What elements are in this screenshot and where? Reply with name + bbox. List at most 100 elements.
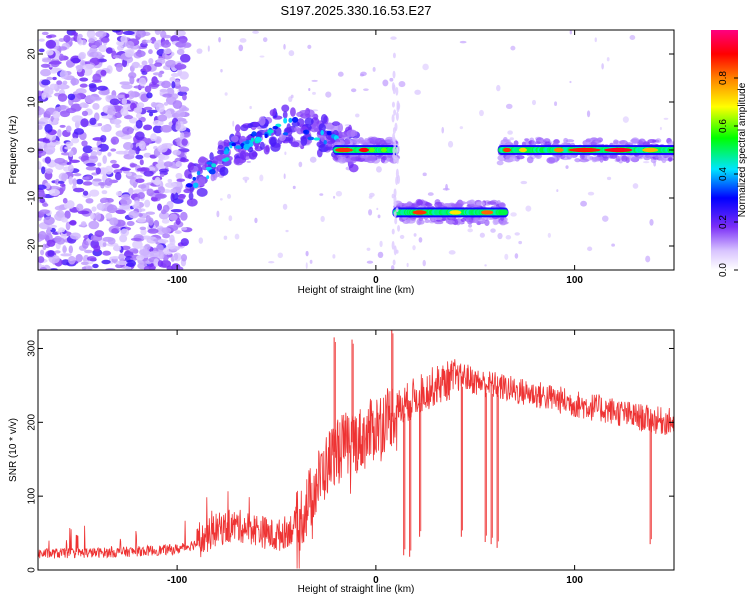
heatmap-cell	[484, 219, 490, 226]
heatmap-cell	[175, 121, 181, 130]
heatmap-cell	[391, 228, 395, 235]
heatmap-cell	[79, 102, 88, 108]
heatmap-cell	[622, 116, 629, 123]
heatmap-cell	[393, 211, 397, 218]
heatmap-cell	[97, 162, 102, 167]
y-tick-label: 0	[27, 147, 38, 153]
heatmap-cell	[163, 161, 173, 168]
heatmap-cell	[223, 235, 228, 240]
heatmap-cell	[141, 60, 148, 66]
colorbar-tick-label: 0.2	[718, 215, 729, 229]
heatmap-cell	[311, 79, 318, 82]
heatmap-cell	[125, 250, 131, 254]
heatmap-cell	[569, 30, 572, 35]
heatmap-cell	[143, 265, 152, 270]
heatmap-cell	[121, 83, 133, 90]
heatmap-cell	[42, 203, 49, 207]
heatmap-cell	[161, 218, 170, 224]
heatmap-cell	[284, 151, 287, 156]
heatmap-cell	[44, 123, 53, 133]
heatmap-cell	[232, 120, 235, 127]
heatmap-cell	[392, 146, 396, 155]
heatmap-cell	[391, 114, 395, 123]
heatmap-cell	[169, 234, 175, 243]
heatmap-cell	[198, 176, 206, 187]
heatmap-cell	[351, 88, 357, 93]
heatmap-cell	[174, 30, 186, 37]
heatmap-cell	[453, 203, 463, 208]
heatmap-cell	[282, 111, 288, 119]
heatmap-cell	[90, 45, 98, 49]
heatmap-cell	[158, 73, 163, 78]
y-tick-label: -10	[27, 190, 38, 205]
heatmap-cell	[606, 176, 612, 181]
heatmap-cell	[580, 200, 587, 207]
heatmap-cell	[39, 267, 47, 270]
snr-frame	[37, 329, 675, 571]
heatmap-cell	[157, 203, 163, 211]
heatmap-cell	[389, 77, 394, 82]
heatmap-cell	[116, 45, 124, 51]
heatmap-cell	[394, 217, 398, 225]
heatmap-cell	[176, 178, 186, 182]
colorbar-tick-label: 0.0	[718, 263, 729, 277]
heatmap-cell	[96, 85, 108, 91]
heatmap-cell	[95, 167, 101, 175]
y-tick-label: 10	[27, 96, 38, 108]
heatmap-cell	[209, 152, 214, 161]
heatmap-cell	[459, 126, 464, 130]
heatmap-cell	[514, 253, 519, 259]
heatmap-cell	[39, 209, 51, 215]
heatmap-cell	[61, 173, 67, 182]
heatmap-cell	[128, 149, 136, 157]
heatmap-cell	[360, 71, 367, 76]
heatmap-cell	[119, 234, 128, 243]
heatmap-cell	[182, 42, 192, 48]
heatmap-cell	[68, 150, 74, 157]
heatmap-cell	[138, 140, 146, 150]
heatmap-cell	[176, 137, 181, 147]
heatmap-cell	[242, 176, 250, 181]
heatmap-cell	[283, 117, 288, 124]
heatmap-cell	[406, 218, 416, 224]
heatmap-cell	[100, 134, 107, 143]
heatmap-cell	[45, 39, 57, 49]
heatmap-cell	[154, 79, 159, 84]
heatmap-cell	[647, 138, 657, 144]
heatmap-cell	[126, 220, 135, 226]
heatmap-cell	[110, 255, 120, 260]
heatmap-cell	[125, 41, 135, 49]
heatmap-cell	[167, 142, 172, 151]
heatmap-cell	[138, 208, 146, 212]
heatmap-cell	[107, 107, 116, 116]
heatmap-cell	[84, 249, 93, 254]
heatmap-cell	[46, 239, 56, 247]
heatmap-cell	[669, 154, 674, 159]
heatmap-cell	[124, 93, 130, 99]
heatmap-cell	[137, 192, 146, 199]
heatmap-cell	[180, 227, 188, 231]
heatmap-cell	[109, 98, 121, 106]
heatmap-cell	[144, 199, 151, 208]
heatmap-cell	[176, 62, 183, 71]
heatmap-cell	[382, 79, 389, 87]
heatmap-cell	[54, 250, 61, 254]
heatmap-cell	[133, 85, 145, 89]
heatmap-cell	[269, 109, 276, 117]
heatmap-cell	[303, 129, 308, 134]
heatmap-cell	[107, 237, 116, 245]
heatmap-cell	[318, 123, 326, 133]
heatmap-cell	[192, 182, 199, 189]
heatmap-cell	[252, 30, 259, 34]
heatmap-cell	[601, 63, 604, 70]
heatmap-cell	[88, 154, 99, 164]
heatmap-cell	[136, 30, 147, 38]
heatmap-cell	[48, 254, 60, 264]
heatmap-cell	[366, 247, 371, 251]
heatmap-cell	[185, 183, 193, 188]
heatmap-cell	[170, 193, 175, 202]
heatmap-cell	[59, 104, 67, 110]
heatmap-cell	[82, 63, 95, 70]
heatmap-cell	[312, 91, 316, 95]
